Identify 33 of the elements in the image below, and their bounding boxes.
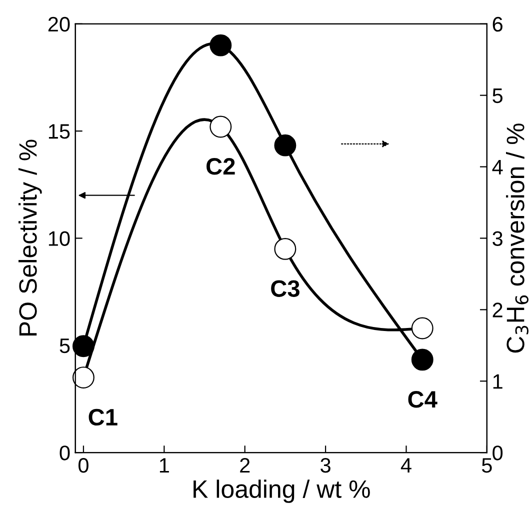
- y-tick-label: 20: [48, 16, 70, 32]
- y2-tick-label: 0: [492, 446, 503, 460]
- point: [210, 116, 232, 138]
- annotation: C4: [408, 391, 438, 408]
- point: [72, 366, 94, 389]
- x-axis-title: K loading / wt %: [194, 480, 370, 503]
- x-tick-label: 4: [400, 458, 412, 473]
- x-tick-label: 3: [320, 458, 330, 473]
- point: [411, 348, 434, 371]
- point: [274, 238, 296, 260]
- point: [72, 335, 94, 358]
- y2-tick-label: 5: [492, 88, 502, 104]
- y-tick-label: 15: [48, 124, 70, 139]
- point: [210, 34, 232, 56]
- y-tick-label: 10: [48, 231, 70, 246]
- y-tick-label: 5: [60, 338, 70, 354]
- x-tick-label: 0: [78, 458, 88, 473]
- point: [274, 134, 296, 156]
- y2-tick-label: 6: [492, 16, 502, 32]
- x-tick-label: 2: [240, 458, 250, 473]
- annotation: C1: [88, 408, 118, 426]
- annotation: C2: [206, 158, 235, 175]
- y2-axis-title: C$_{3}$H$_{6}$ conversion / %: [506, 124, 528, 353]
- x-tick-label: 1: [160, 458, 169, 473]
- annotation: C3: [271, 280, 300, 297]
- y2-tick-label: 1: [493, 374, 502, 389]
- y2-tick-label: 4: [492, 160, 503, 174]
- y-axis-title: PO Selectivity / %: [18, 140, 42, 336]
- x-tick-label: 5: [482, 458, 492, 473]
- y2-tick-label: 2: [492, 302, 502, 318]
- point: [411, 317, 434, 340]
- y-tick-label: 0: [60, 446, 70, 460]
- y2-tick-label: 3: [492, 231, 502, 246]
